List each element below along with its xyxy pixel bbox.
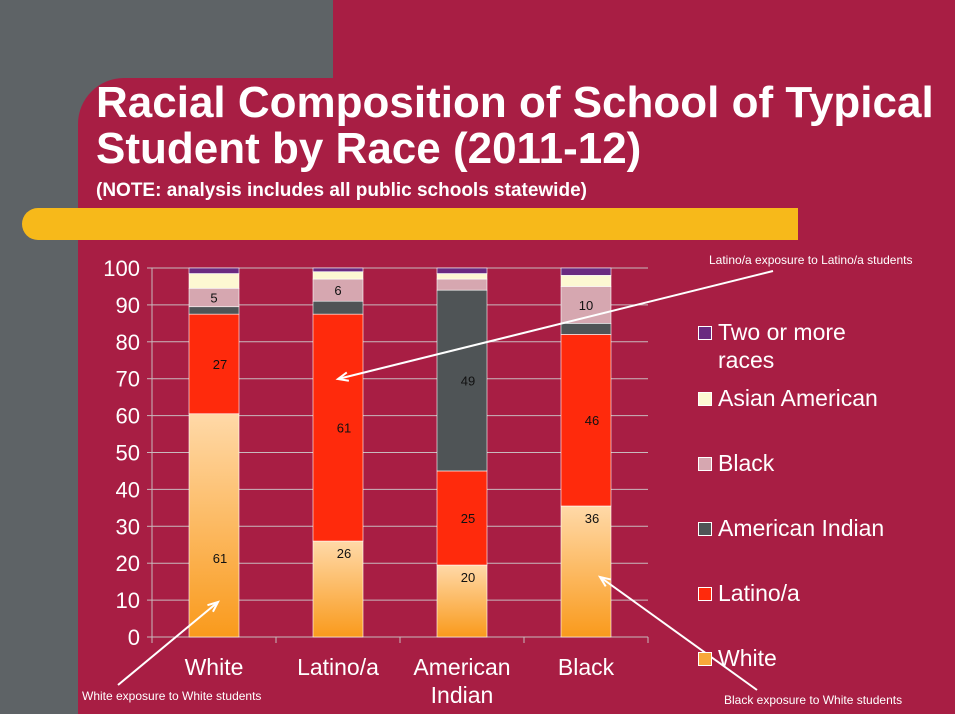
data-label: 49 — [461, 374, 475, 389]
data-label: 46 — [585, 413, 599, 428]
data-label: 61 — [213, 551, 227, 566]
legend-item: Asian American — [698, 384, 918, 412]
data-labels-layer: 61 27 5 26 61 6 20 25 49 36 46 10 — [210, 283, 599, 585]
annotation-arrow — [337, 270, 774, 380]
bar-segment — [436, 267, 488, 274]
x-tick-label: Latino/a — [297, 654, 379, 680]
data-label: 26 — [337, 546, 351, 561]
bar-segment — [436, 273, 488, 280]
legend-swatch — [698, 457, 712, 471]
bar-segment — [312, 271, 364, 280]
x-tick-label: American Indian — [413, 654, 510, 708]
x-tick-label: Black — [558, 654, 615, 680]
bar-segment — [436, 278, 488, 291]
slide-subtitle: (NOTE: analysis includes all public scho… — [96, 180, 587, 201]
bar-segment — [188, 267, 240, 274]
y-tick-label: 90 — [116, 293, 140, 318]
bar-segment — [560, 334, 612, 507]
y-tick-label: 100 — [103, 256, 140, 281]
data-label: 61 — [337, 421, 351, 436]
title-accent-bar — [22, 208, 798, 240]
y-tick-label: 10 — [116, 588, 140, 613]
legend-swatch — [698, 326, 712, 340]
data-label: 20 — [461, 570, 475, 585]
y-tick-label: 0 — [128, 625, 140, 650]
bar-segment — [188, 273, 240, 289]
annotation-arrow — [599, 576, 758, 691]
legend-item: Latino/a — [698, 579, 918, 607]
annotation-white: White exposure to White students — [82, 689, 262, 703]
legend-label: White — [718, 645, 777, 671]
bar-segment — [560, 323, 612, 335]
y-tick-label: 40 — [116, 477, 140, 502]
legend-item: Two or more races — [698, 318, 868, 374]
legend-label: Two or more races — [718, 319, 846, 373]
bar-segment — [436, 470, 488, 566]
annotation-arrowhead — [597, 575, 611, 587]
annotation-arrows-layer — [117, 270, 774, 691]
bar-segment — [560, 267, 612, 276]
data-label: 5 — [210, 291, 217, 306]
legend-swatch — [698, 522, 712, 536]
slide-title: Racial Composition of School of Typical … — [96, 78, 934, 173]
bar-segment — [188, 306, 240, 315]
legend-item: White — [698, 644, 918, 672]
bar-segment — [312, 540, 364, 638]
bar-segment — [436, 564, 488, 638]
y-tick-label: 20 — [116, 551, 140, 576]
annotation-latino: Latino/a exposure to Latino/a students — [709, 253, 913, 267]
legend-swatch — [698, 652, 712, 666]
data-label: 36 — [585, 511, 599, 526]
bar-segment — [312, 313, 364, 542]
bar-segment — [560, 275, 612, 287]
x-tick-label: White — [185, 654, 244, 680]
bar-segment — [312, 267, 364, 272]
data-label: 25 — [461, 511, 475, 526]
background-gray-strip — [0, 78, 78, 714]
annotation-black: Black exposure to White students — [724, 693, 903, 707]
bar-segment — [188, 413, 240, 638]
y-tick-label: 60 — [116, 404, 140, 429]
legend-swatch — [698, 587, 712, 601]
y-tick-label: 80 — [116, 330, 140, 355]
legend-label: Asian American — [718, 385, 878, 411]
annotation-arrow — [117, 601, 219, 686]
annotation-arrowhead — [207, 600, 220, 613]
data-label: 10 — [579, 298, 593, 313]
bar-segment — [560, 505, 612, 638]
legend-item: American Indian — [698, 514, 918, 542]
y-tick-label: 70 — [116, 367, 140, 392]
bar-segment — [436, 289, 488, 472]
y-tick-label: 50 — [116, 441, 140, 466]
bar-segment — [312, 300, 364, 315]
legend-label: Latino/a — [718, 580, 800, 606]
data-label: 27 — [213, 357, 227, 372]
legend-label: American Indian — [718, 515, 885, 541]
legend-swatch — [698, 392, 712, 406]
data-label: 6 — [334, 283, 341, 298]
bar-segment — [188, 313, 240, 415]
annotation-arrowhead — [335, 371, 350, 382]
legend-item: Black — [698, 449, 918, 477]
legend-label: Black — [718, 450, 775, 476]
y-tick-label: 30 — [116, 514, 140, 539]
